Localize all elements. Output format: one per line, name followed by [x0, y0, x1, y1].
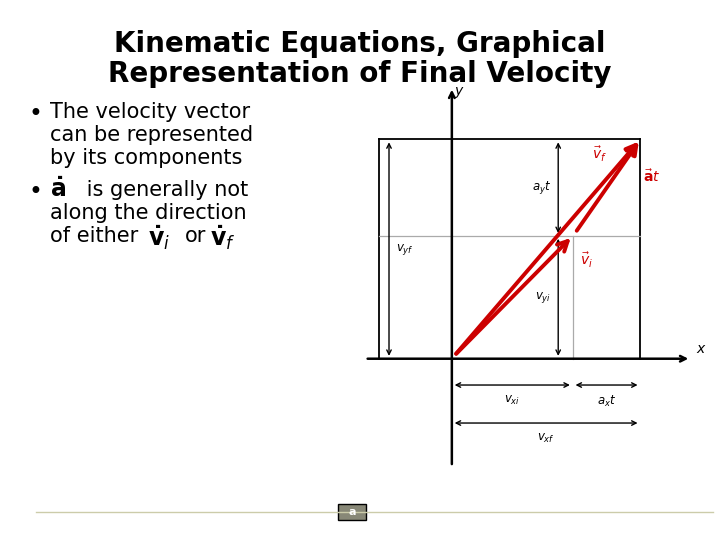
Text: $v_{xf}$: $v_{xf}$: [537, 432, 555, 445]
Text: $v_{yf}$: $v_{yf}$: [396, 241, 414, 256]
Text: $\vec{v}_i$: $\vec{v}_i$: [580, 251, 593, 269]
Text: •: •: [28, 102, 42, 126]
Text: $\vec{\mathbf{a}}t$: $\vec{\mathbf{a}}t$: [643, 168, 660, 185]
Text: •: •: [28, 180, 42, 204]
Text: Representation of Final Velocity: Representation of Final Velocity: [108, 60, 612, 88]
Text: x: x: [696, 342, 704, 356]
Text: a: a: [348, 507, 356, 517]
Text: by its components: by its components: [50, 148, 243, 168]
Text: Kinematic Equations, Graphical: Kinematic Equations, Graphical: [114, 30, 606, 58]
Text: $\mathbf{\dot{v}}_f$: $\mathbf{\dot{v}}_f$: [210, 224, 235, 252]
Text: $v_{yi}$: $v_{yi}$: [535, 290, 551, 305]
Text: along the direction: along the direction: [50, 203, 247, 223]
Text: $a_x t$: $a_x t$: [597, 394, 616, 409]
Text: $\mathbf{\dot{a}}$: $\mathbf{\dot{a}}$: [50, 178, 66, 202]
Text: y: y: [454, 84, 462, 98]
Text: $v_{xi}$: $v_{xi}$: [504, 394, 521, 407]
Text: or: or: [185, 226, 207, 246]
Text: $a_y t$: $a_y t$: [531, 179, 551, 196]
Text: can be represented: can be represented: [50, 125, 253, 145]
Text: The velocity vector: The velocity vector: [50, 102, 250, 122]
Text: $\vec{v}_f$: $\vec{v}_f$: [592, 145, 607, 164]
Text: $\mathbf{\dot{v}}_i$: $\mathbf{\dot{v}}_i$: [148, 224, 170, 252]
Text: of either: of either: [50, 226, 138, 246]
Text: is generally not: is generally not: [80, 180, 248, 200]
FancyBboxPatch shape: [338, 504, 366, 520]
